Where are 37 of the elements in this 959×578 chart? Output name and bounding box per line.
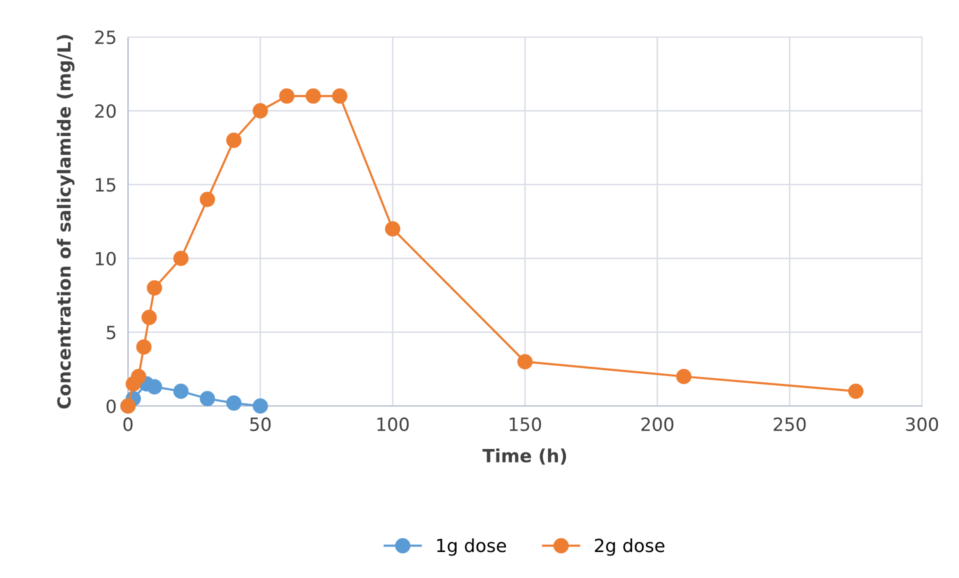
legend-label: 2g dose	[594, 538, 664, 556]
point	[146, 280, 162, 296]
legend-label: 1g dose	[437, 538, 506, 556]
point	[848, 384, 864, 399]
point	[200, 390, 216, 406]
point	[226, 132, 242, 148]
point	[252, 103, 268, 118]
point	[146, 379, 162, 394]
point	[676, 368, 692, 384]
y-tick-label: 0	[106, 399, 116, 414]
point	[173, 384, 189, 399]
y-tick-label: 10	[96, 252, 116, 266]
y-axis-title: Concentration of salicylamide (mg/L)	[56, 35, 74, 409]
x-axis-title: Time (h)	[482, 448, 566, 465]
x-tick-label: 200	[641, 417, 674, 432]
y-tick-label: 5	[106, 326, 116, 340]
x-tick-label: 50	[250, 417, 271, 432]
x-tick-label: 100	[377, 417, 409, 432]
point	[385, 221, 400, 237]
x-tick-label: 250	[774, 417, 806, 432]
point	[130, 368, 146, 384]
point	[136, 339, 152, 355]
point	[226, 395, 242, 411]
point	[517, 354, 533, 370]
point	[200, 192, 216, 207]
y-tick-label: 25	[95, 30, 116, 44]
point	[332, 88, 348, 104]
point	[173, 250, 189, 266]
point	[142, 310, 157, 326]
point	[279, 88, 294, 104]
point	[306, 88, 321, 104]
y-tick-label: 15	[96, 178, 116, 192]
x-tick-label: 300	[906, 417, 938, 432]
x-tick-label: 150	[510, 417, 542, 432]
y-tick-label: 20	[95, 104, 116, 118]
x-tick-label: 0	[123, 417, 133, 432]
point	[252, 398, 268, 414]
